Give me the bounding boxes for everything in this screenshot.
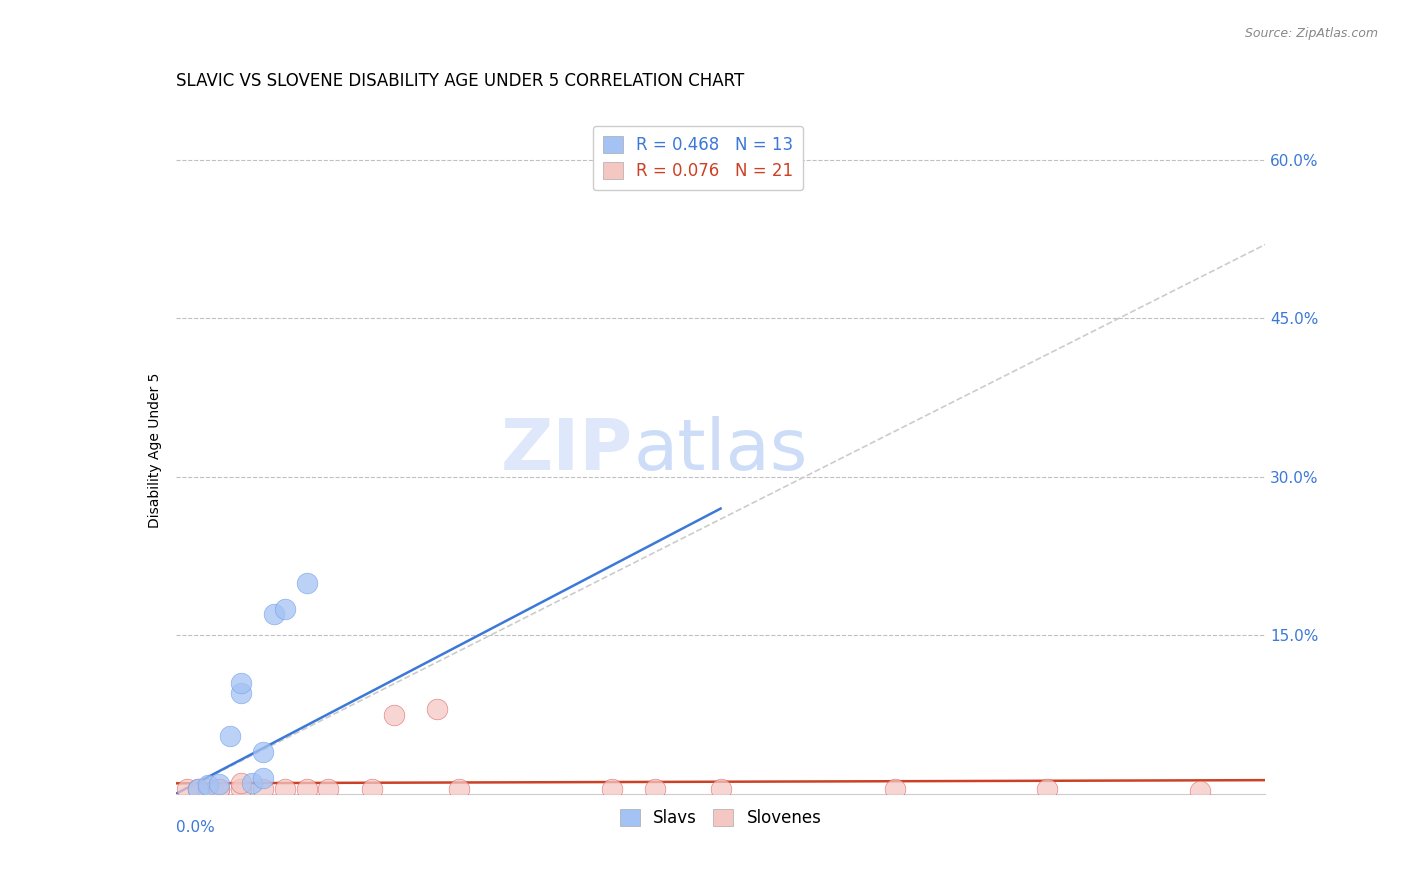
- Point: [208, 777, 231, 791]
- Y-axis label: Disability Age Under 5: Disability Age Under 5: [148, 373, 162, 528]
- Point: [252, 771, 274, 785]
- Point: [263, 607, 285, 622]
- Point: [231, 776, 253, 790]
- Point: [219, 729, 242, 743]
- Point: [186, 781, 209, 796]
- Point: [710, 781, 733, 796]
- Text: Source: ZipAtlas.com: Source: ZipAtlas.com: [1244, 27, 1378, 40]
- Point: [360, 781, 382, 796]
- Point: [231, 686, 253, 700]
- Point: [1189, 783, 1212, 797]
- Text: ZIP: ZIP: [501, 416, 633, 485]
- Point: [382, 707, 405, 722]
- Text: atlas: atlas: [633, 416, 808, 485]
- Legend: Slavs, Slovenes: Slavs, Slovenes: [613, 802, 828, 834]
- Point: [447, 781, 470, 796]
- Point: [600, 781, 623, 796]
- Point: [295, 575, 318, 590]
- Point: [231, 781, 253, 796]
- Point: [884, 781, 907, 796]
- Point: [318, 781, 340, 796]
- Point: [240, 776, 263, 790]
- Point: [252, 781, 274, 796]
- Point: [186, 781, 209, 796]
- Point: [644, 781, 666, 796]
- Text: 0.0%: 0.0%: [176, 820, 215, 835]
- Point: [1036, 781, 1059, 796]
- Point: [176, 781, 198, 796]
- Point: [426, 702, 449, 716]
- Point: [295, 781, 318, 796]
- Point: [197, 781, 219, 796]
- Point: [274, 781, 297, 796]
- Point: [252, 745, 274, 759]
- Point: [231, 676, 253, 690]
- Point: [710, 153, 733, 167]
- Point: [208, 781, 231, 796]
- Point: [208, 781, 231, 796]
- Point: [274, 602, 297, 616]
- Text: SLAVIC VS SLOVENE DISABILITY AGE UNDER 5 CORRELATION CHART: SLAVIC VS SLOVENE DISABILITY AGE UNDER 5…: [176, 72, 744, 90]
- Point: [197, 779, 219, 793]
